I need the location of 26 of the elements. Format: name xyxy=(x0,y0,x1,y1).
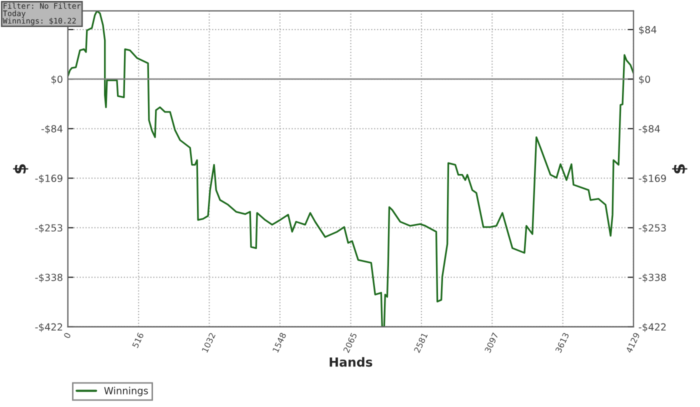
y2-tick-label: -$253 xyxy=(638,224,666,233)
y-tick-label: -$169 xyxy=(35,174,62,184)
x-tick-label: 2065 xyxy=(343,332,358,354)
y2-tick-label: $84 xyxy=(639,26,656,35)
x-tick-label: 1032 xyxy=(202,332,216,353)
y2-tick-label: -$338 xyxy=(638,274,666,282)
x-tick-label: 3613 xyxy=(555,332,570,354)
legend-label: Winnings xyxy=(104,386,148,396)
x-tick-label: 1548 xyxy=(272,332,286,353)
y-tick-label: -$338 xyxy=(35,274,62,282)
y2-tick-label: -$422 xyxy=(638,323,666,332)
y2-tick-label: $0 xyxy=(639,75,650,84)
y2-axis-title: $ xyxy=(672,164,688,174)
x-tick-label: 2581 xyxy=(414,332,428,354)
x-tick-label: 4129 xyxy=(626,332,640,354)
y2-tick-label: -$84 xyxy=(638,124,660,134)
y-tick-label: $0 xyxy=(51,75,62,84)
y-tick-label: -$84 xyxy=(41,124,62,134)
y-axis-title: $ xyxy=(13,164,28,174)
x-axis-title: Hands xyxy=(330,357,372,367)
x-tick-label: 0 xyxy=(63,332,71,339)
y2-tick-label: -$169 xyxy=(638,174,666,184)
y-tick-label: -$253 xyxy=(35,224,62,233)
x-tick-label: 3097 xyxy=(484,332,499,354)
x-tick-label: 516 xyxy=(132,332,144,348)
y-tick-label: -$422 xyxy=(35,323,62,332)
